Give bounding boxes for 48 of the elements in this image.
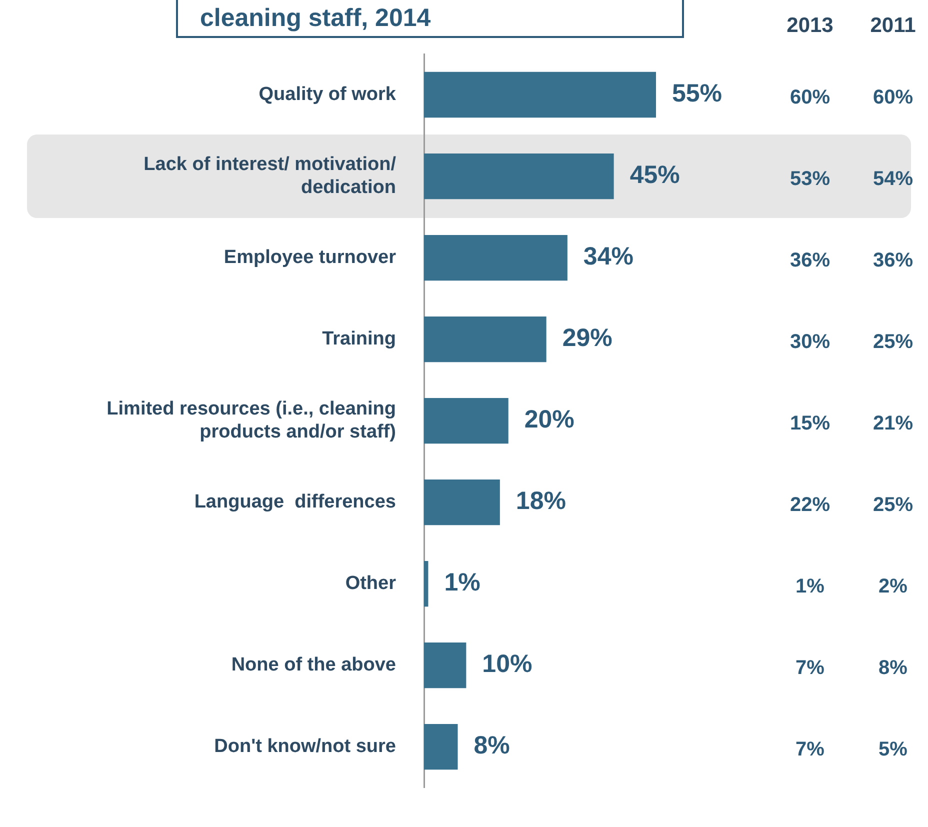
- bar: [424, 398, 508, 444]
- bar: [424, 561, 428, 607]
- text: 60%: [872, 86, 914, 108]
- y-tick-label: Limited resources (i.e., cleaning products and/or staff): [106, 398, 396, 442]
- y-tick-label: Other: [345, 573, 397, 594]
- y-tick-label: Quality of work: [258, 84, 396, 105]
- y-tick-label: Don't know/not sure: [214, 736, 396, 758]
- y-tick-label: Training: [322, 328, 396, 350]
- text: 2%: [878, 575, 908, 598]
- bar: [424, 479, 500, 526]
- text: 36%: [872, 249, 914, 272]
- bar: [424, 153, 614, 200]
- bar: [424, 234, 568, 281]
- text: 30%: [790, 330, 830, 353]
- data-label: 45%: [630, 161, 680, 190]
- data-label: 34%: [583, 242, 634, 271]
- text: 15%: [790, 412, 830, 434]
- data-label: 1%: [444, 568, 480, 597]
- data-label: 8%: [474, 732, 510, 760]
- data-label: 10%: [482, 650, 532, 678]
- bar: [424, 316, 546, 362]
- y-tick-label: Lack of interest/ motivation/ dedication: [144, 154, 397, 198]
- chart-title: cleaning staff, 2014: [176, 0, 684, 38]
- data-label: 29%: [562, 324, 612, 352]
- text: 2011: [870, 14, 916, 37]
- text: 25%: [872, 494, 914, 516]
- text: 7%: [796, 656, 825, 679]
- data-label: 20%: [524, 406, 574, 434]
- y-tick-label: Employee turnover: [224, 247, 397, 268]
- text: 1%: [796, 575, 825, 598]
- text: 25%: [872, 330, 914, 353]
- bar: [424, 72, 656, 118]
- data-label: 55%: [672, 80, 722, 108]
- text: 2013: [786, 14, 834, 37]
- text: 21%: [872, 412, 914, 434]
- text: 22%: [790, 494, 830, 516]
- data-label: 18%: [516, 487, 566, 516]
- bar: [424, 724, 458, 770]
- text: 7%: [796, 738, 825, 760]
- text: 54%: [872, 168, 914, 190]
- text: 8%: [878, 656, 908, 679]
- text: 53%: [790, 168, 830, 190]
- y-tick-label: Language differences: [194, 492, 396, 513]
- text: 60%: [790, 86, 830, 108]
- text: 5%: [878, 738, 908, 760]
- bar: [424, 642, 466, 688]
- y-tick-label: None of the above: [231, 654, 396, 676]
- text: 36%: [790, 249, 830, 272]
